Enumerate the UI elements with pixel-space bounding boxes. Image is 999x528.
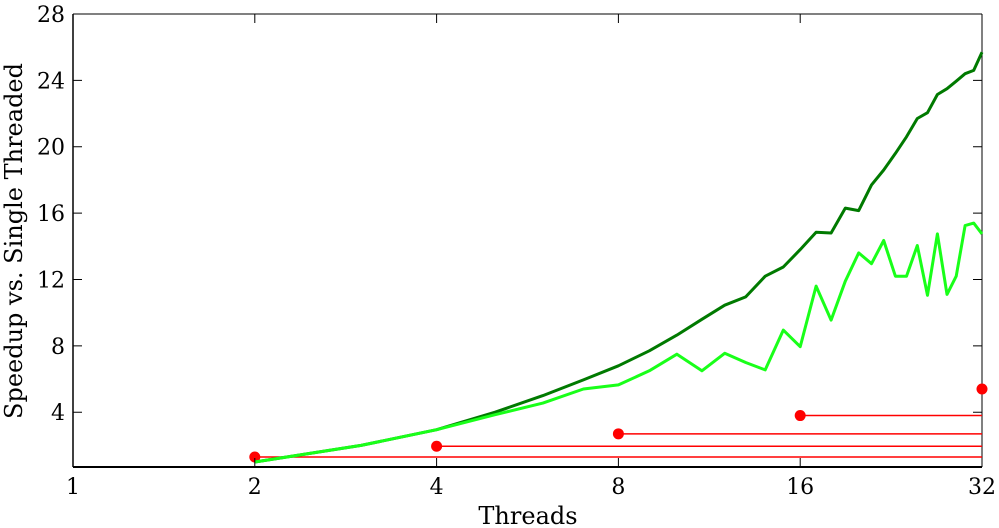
y-axis-ticks: 4 8 12 16 20 24 28 <box>37 3 982 426</box>
red-point <box>249 451 261 463</box>
series-dark-green-line <box>254 51 984 464</box>
x-tick-label: 4 <box>430 475 444 500</box>
y-tick-label: 8 <box>51 335 65 360</box>
x-tick-label: 32 <box>968 475 996 500</box>
y-tick-label: 28 <box>37 3 65 28</box>
y-tick-label: 16 <box>37 202 65 227</box>
x-tick-label: 2 <box>248 475 262 500</box>
y-tick-label: 20 <box>37 136 65 161</box>
x-tick-label: 1 <box>66 475 80 500</box>
red-point <box>612 428 624 440</box>
x-axis-title: Threads <box>478 502 577 528</box>
x-tick-label: 16 <box>786 475 814 500</box>
series-lines <box>254 51 984 464</box>
series-light-green-line <box>254 221 984 464</box>
red-point <box>794 410 806 422</box>
y-tick-label: 24 <box>37 69 65 94</box>
y-tick-label: 4 <box>51 401 65 426</box>
x-axis-ticks: 1 2 4 8 16 32 <box>66 14 996 500</box>
red-point <box>431 440 443 452</box>
plot-frame <box>72 13 983 468</box>
y-axis-title: Speedup vs. Single Threaded <box>0 63 28 419</box>
series-red-markers <box>249 383 988 463</box>
red-point <box>976 383 988 395</box>
x-tick-label: 8 <box>611 475 625 500</box>
y-tick-label: 12 <box>37 268 65 293</box>
